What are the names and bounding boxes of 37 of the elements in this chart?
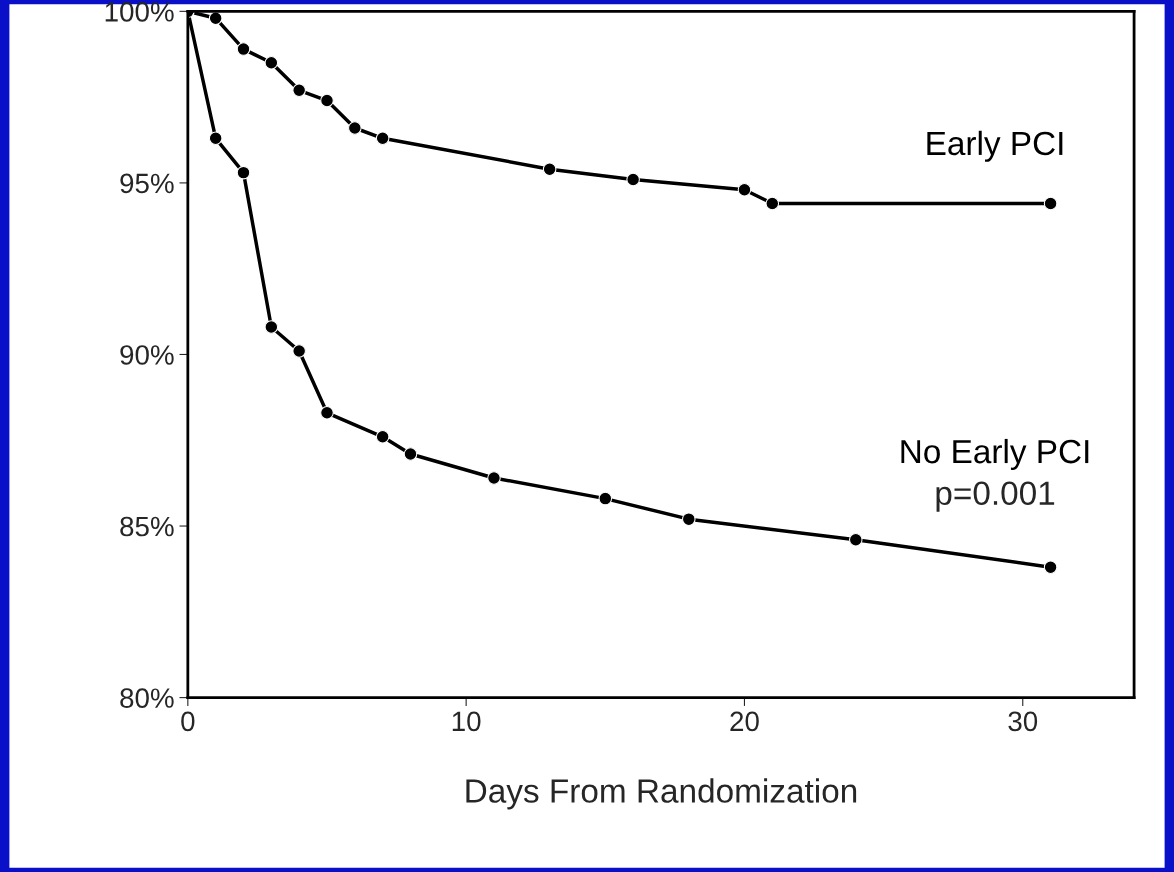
point: [292, 344, 306, 358]
series-label: Early PCI: [927, 130, 1063, 162]
point: [208, 131, 223, 146]
point: [264, 56, 279, 70]
point: [542, 162, 557, 176]
y-tick-label: 85%: [120, 516, 174, 537]
point: [682, 512, 696, 526]
y-tick-label: 95%: [120, 173, 174, 194]
point: [375, 131, 390, 146]
point: [737, 183, 752, 197]
point: [236, 42, 251, 56]
point: [236, 165, 251, 180]
point: [1043, 560, 1058, 574]
point: [208, 11, 223, 25]
y-tick-label: 80%: [120, 688, 174, 708]
point: [320, 406, 334, 420]
x-tick-label: 30: [1008, 711, 1038, 732]
y-tick-label: 100%: [105, 2, 174, 22]
point: [765, 196, 780, 211]
point: [292, 83, 306, 98]
point: [1043, 196, 1058, 211]
y-tick-label: 90%: [120, 345, 174, 365]
point: [849, 532, 863, 547]
x-tick-label: 10: [452, 711, 481, 732]
point: [403, 447, 418, 461]
x-axis-title: Days From Randomization: [466, 778, 857, 810]
point: [264, 320, 279, 334]
x-tick-label: 0: [181, 711, 195, 732]
annotation: p=0.001: [936, 481, 1055, 512]
text: No Early PCI: [901, 438, 1089, 470]
point: [320, 93, 334, 108]
point: [348, 121, 362, 135]
point: [598, 491, 613, 506]
x-tick-label: 20: [730, 711, 759, 732]
point: [487, 471, 501, 485]
point: [375, 430, 390, 444]
point: [626, 172, 640, 187]
